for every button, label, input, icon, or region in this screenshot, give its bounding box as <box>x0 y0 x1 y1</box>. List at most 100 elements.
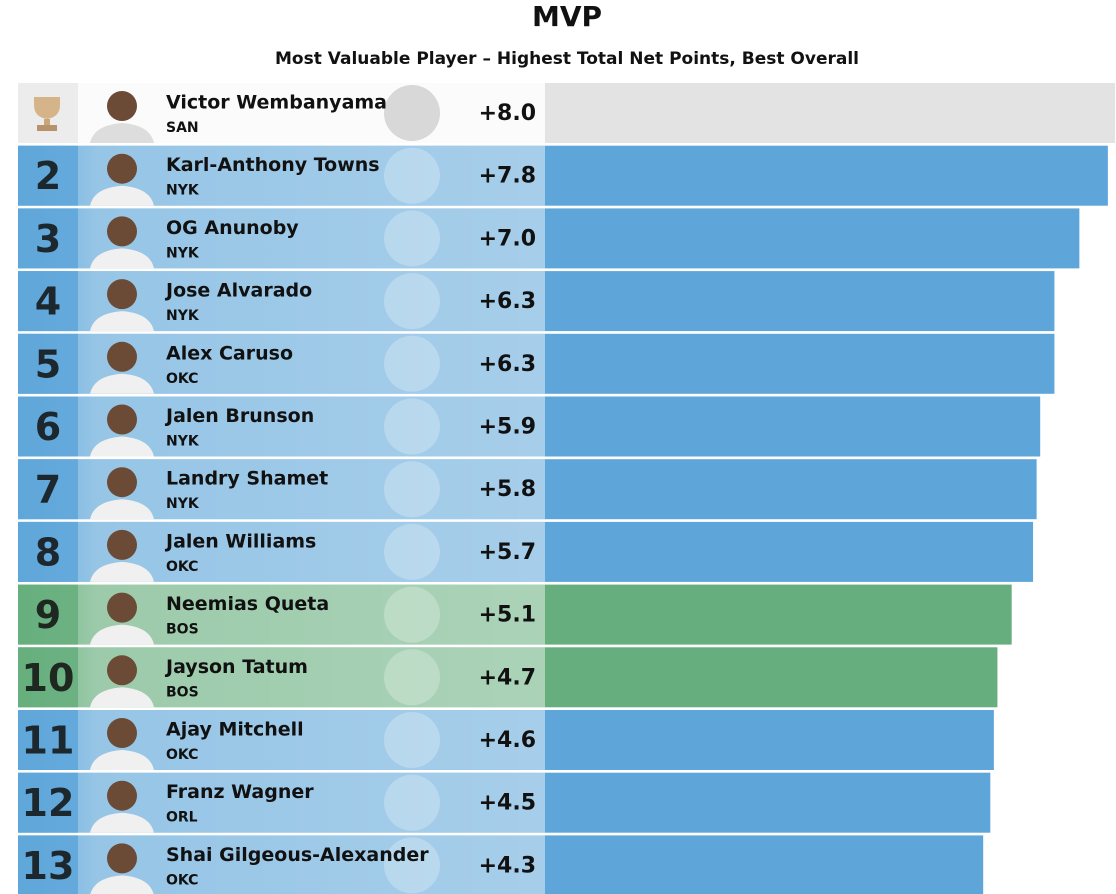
player-name: Shai Gilgeous-Alexander <box>166 844 429 866</box>
rank-label: 9 <box>35 593 61 637</box>
chart-subtitle: Most Valuable Player – Highest Total Net… <box>275 49 859 69</box>
rank-label: 5 <box>35 342 61 386</box>
team-label: NYK <box>166 245 200 261</box>
bar <box>545 208 1080 269</box>
team-label: BOS <box>166 622 199 638</box>
value-label: +5.8 <box>479 477 536 502</box>
player-head <box>107 529 137 560</box>
player-body <box>90 499 154 520</box>
bar <box>545 772 991 833</box>
team-logo <box>384 586 440 643</box>
team-label: NYK <box>166 308 200 324</box>
bar <box>545 145 1108 206</box>
player-body <box>90 750 154 770</box>
chart-title: MVP <box>532 0 602 33</box>
player-head <box>107 216 137 247</box>
player-name: Jalen Brunson <box>164 405 314 427</box>
value-label: +4.6 <box>479 728 536 753</box>
team-logo <box>384 147 440 204</box>
value-label: +7.0 <box>479 226 536 251</box>
team-logo <box>384 837 440 894</box>
team-label: OKC <box>166 747 198 763</box>
team-logo <box>384 273 440 330</box>
player-name: OG Anunoby <box>166 217 299 239</box>
team-logo <box>384 335 440 392</box>
player-body <box>90 687 154 708</box>
player-name: Alex Caruso <box>166 342 293 364</box>
player-head <box>107 341 137 372</box>
player-head <box>107 467 137 498</box>
player-head <box>107 718 137 748</box>
player-name: Neemias Queta <box>166 593 329 615</box>
player-body <box>90 561 154 582</box>
bar <box>545 710 994 770</box>
bar <box>545 396 1041 457</box>
rank-cell <box>18 835 78 894</box>
value-label: +5.1 <box>479 603 536 628</box>
team-logo <box>384 85 440 141</box>
team-logo <box>384 649 440 706</box>
player-body <box>90 624 154 645</box>
rank-cell <box>18 396 78 457</box>
rank-cell <box>18 772 78 833</box>
player-name: Franz Wagner <box>166 781 314 803</box>
player-head <box>107 780 137 811</box>
trophy-cup <box>34 97 60 119</box>
bar <box>545 459 1037 520</box>
player-name: Landry Shamet <box>166 468 328 490</box>
bar <box>545 333 1055 394</box>
rank-cell <box>18 208 78 269</box>
team-label: OKC <box>166 559 198 575</box>
rank-label: 4 <box>35 280 61 324</box>
rank-cell <box>18 459 78 520</box>
rank-label: 11 <box>22 719 75 763</box>
player-head <box>107 91 137 121</box>
rank-label: 2 <box>35 154 61 198</box>
team-label: NYK <box>166 434 200 450</box>
rank-cell <box>18 145 78 206</box>
value-label: +4.7 <box>479 665 536 690</box>
team-logo <box>384 461 440 518</box>
team-logo <box>384 210 440 267</box>
rank-cell <box>18 333 78 394</box>
rank-cell <box>18 521 78 582</box>
team-label: BOS <box>166 684 199 700</box>
player-body <box>90 436 154 457</box>
player-name: Victor Wembanyama <box>166 92 387 114</box>
rank-cell <box>18 647 78 708</box>
player-name: Jayson Tatum <box>164 656 308 678</box>
player-body <box>90 185 154 206</box>
player-head <box>107 843 137 874</box>
value-label: +6.3 <box>479 289 536 314</box>
player-head <box>107 153 137 184</box>
team-label: ORL <box>166 810 198 826</box>
rank-label: 6 <box>35 405 61 449</box>
player-head <box>107 279 137 310</box>
rank-label: 7 <box>35 468 61 512</box>
rank-label: 8 <box>35 530 61 574</box>
team-logo <box>384 712 440 768</box>
rank-label: 12 <box>22 781 75 825</box>
player-name: Karl-Anthony Towns <box>166 154 380 176</box>
player-body <box>90 373 154 394</box>
player-body <box>90 248 154 269</box>
rank-cell <box>18 584 78 645</box>
bar <box>545 83 1115 143</box>
value-label: +6.3 <box>479 352 536 377</box>
rank-cell <box>18 710 78 770</box>
team-logo <box>384 523 440 580</box>
rank-label: 3 <box>35 217 61 261</box>
player-head <box>107 655 137 686</box>
bar <box>545 835 984 894</box>
trophy-stem <box>44 119 50 125</box>
player-body <box>90 812 154 833</box>
player-head <box>107 404 137 435</box>
player-body <box>90 311 154 332</box>
player-body <box>90 123 154 143</box>
value-label: +4.5 <box>479 791 536 816</box>
team-logo <box>384 398 440 455</box>
player-name: Ajay Mitchell <box>166 719 304 741</box>
rank-label: 10 <box>22 656 75 700</box>
rank-label: 13 <box>22 844 75 888</box>
